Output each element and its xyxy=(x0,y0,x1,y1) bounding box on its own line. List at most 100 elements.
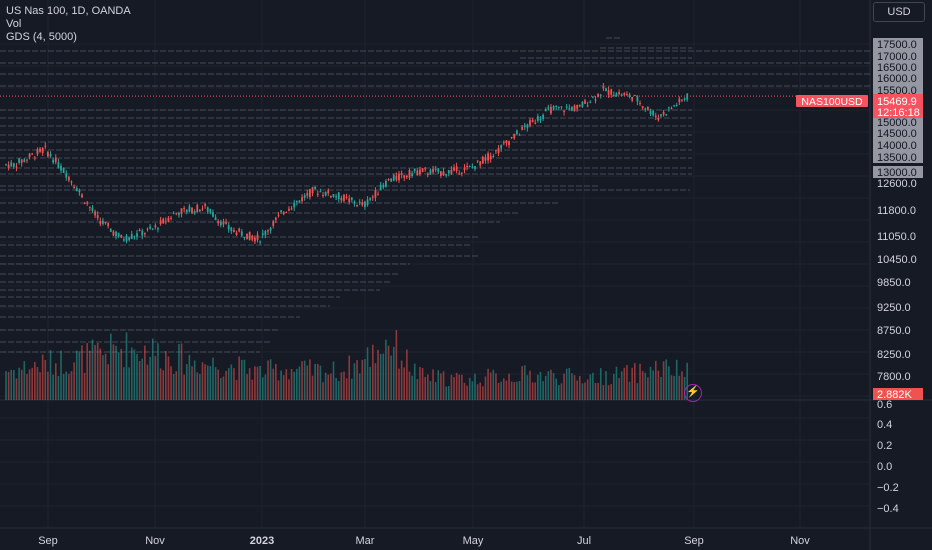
volume-bar xyxy=(75,350,78,400)
candle-body xyxy=(597,93,600,97)
volume-bar xyxy=(560,383,563,400)
volume-bar xyxy=(217,369,220,400)
volume-bar xyxy=(644,372,647,400)
candle-body xyxy=(159,220,162,225)
candle-body xyxy=(586,105,589,107)
candle-body xyxy=(115,231,117,236)
volume-bar xyxy=(52,374,54,400)
candle-body xyxy=(264,231,267,236)
indicator-title[interactable]: GDS (4, 5000) xyxy=(6,31,77,43)
volume-bar xyxy=(434,382,437,400)
candle-body xyxy=(686,93,689,100)
volume-bar xyxy=(484,376,487,400)
volume-bar xyxy=(31,367,33,400)
volume-title[interactable]: Vol xyxy=(6,18,22,30)
volume-bar xyxy=(620,371,623,400)
volume-bar xyxy=(94,345,96,400)
volume-bar xyxy=(170,366,172,400)
volume-bar xyxy=(489,372,492,400)
candle-body xyxy=(374,190,377,198)
candle-body xyxy=(667,107,670,109)
candle-body xyxy=(261,233,264,235)
volume-bar xyxy=(120,348,123,400)
volume-bar xyxy=(374,363,377,400)
time-axis-label: Nov xyxy=(790,535,810,547)
volume-bar xyxy=(377,349,379,400)
volume-bar xyxy=(193,360,196,400)
volume-bar xyxy=(172,373,175,400)
volume-bar xyxy=(678,375,681,400)
volume-bar xyxy=(445,386,447,400)
candle-body xyxy=(41,148,44,154)
volume-bar xyxy=(91,339,94,400)
candle-body xyxy=(52,159,55,163)
candle-body xyxy=(576,104,579,109)
candle-body xyxy=(125,235,128,242)
volume-bar xyxy=(387,345,390,400)
candle-body xyxy=(235,232,238,236)
volume-bar xyxy=(668,366,670,400)
indicator-axis-label: −0.2 xyxy=(877,482,899,494)
candle-body xyxy=(60,165,62,171)
volume-bar xyxy=(301,361,303,400)
volume-bar xyxy=(39,372,41,400)
volume-bar xyxy=(508,373,510,400)
candle-body xyxy=(91,207,94,211)
candle-body xyxy=(62,167,65,173)
volume-bar xyxy=(178,343,180,400)
volume-bar xyxy=(199,373,201,400)
candle-body xyxy=(390,178,393,182)
volume-bar xyxy=(647,377,649,400)
volume-bar xyxy=(555,378,557,400)
candle-body xyxy=(36,149,39,155)
volume-bar xyxy=(13,370,15,400)
candle-body xyxy=(547,107,550,109)
candle-body xyxy=(379,184,382,191)
volume-bar xyxy=(500,381,502,400)
candle-body xyxy=(460,172,463,174)
candle-body xyxy=(631,97,634,101)
level-label-box xyxy=(873,139,923,151)
candle-body xyxy=(329,195,332,198)
volume-bar xyxy=(107,364,109,400)
countdown-label: 12:16:18 xyxy=(877,107,920,119)
candle-body xyxy=(28,153,31,158)
candle-body xyxy=(356,204,358,207)
volume-bar xyxy=(516,381,518,400)
volume-bar xyxy=(275,363,277,400)
volume-bar xyxy=(36,367,39,400)
volume-bar xyxy=(413,363,416,400)
candle-body xyxy=(350,197,353,200)
volume-bar xyxy=(597,382,599,400)
candle-body xyxy=(230,227,233,231)
volume-marker-box xyxy=(873,388,923,400)
volume-bar xyxy=(495,373,497,400)
lightning-icon[interactable]: ⚡ xyxy=(684,384,702,402)
volume-bar xyxy=(400,360,403,400)
candle-body xyxy=(293,203,296,208)
candle-body xyxy=(290,208,293,210)
candle-body xyxy=(434,168,437,170)
volume-bar xyxy=(332,361,335,400)
volume-bar xyxy=(403,367,406,400)
volume-bar xyxy=(112,344,115,400)
volume-bar xyxy=(70,371,73,400)
candle-body xyxy=(468,166,471,168)
volume-bar xyxy=(411,375,413,400)
candle-body xyxy=(117,233,120,237)
currency-button[interactable]: USD xyxy=(873,2,925,22)
indicator-axis-label: 0.4 xyxy=(877,419,892,431)
symbol-title[interactable]: US Nas 100, 1D, OANDA xyxy=(6,5,131,17)
candle-body xyxy=(633,95,636,97)
volume-bar xyxy=(209,366,212,400)
candle-body xyxy=(335,196,338,198)
candle-body xyxy=(26,159,28,161)
candle-body xyxy=(510,137,513,139)
candle-body xyxy=(102,220,104,224)
candle-body xyxy=(191,207,193,214)
candle-body xyxy=(280,210,282,213)
candle-body xyxy=(340,197,343,201)
candle-body xyxy=(238,228,241,232)
candle-body xyxy=(175,212,178,214)
